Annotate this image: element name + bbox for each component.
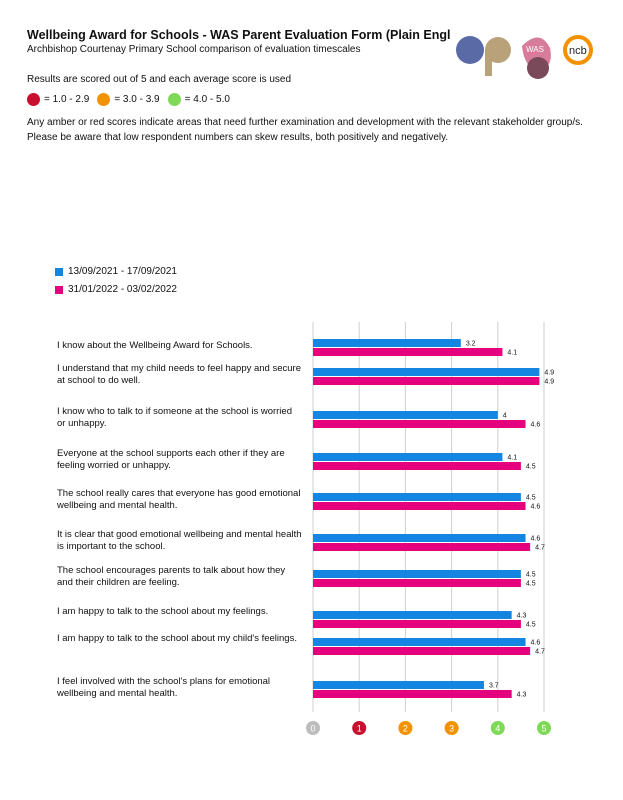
note-1: Any amber or red scores indicate areas t… <box>27 117 583 128</box>
bar <box>313 543 531 551</box>
data-label: 4.5 <box>526 495 536 502</box>
data-label: 4.7 <box>535 545 545 552</box>
tick-label: 3 <box>449 724 454 734</box>
bar <box>313 453 503 461</box>
bar <box>313 620 521 628</box>
data-label: 4.6 <box>531 504 541 511</box>
ncb-logo <box>563 35 593 65</box>
score-key: = 1.0 - 2.9 = 3.0 - 3.9 = 4.0 - 5.0 <box>27 93 230 106</box>
data-label: 4.9 <box>544 370 554 377</box>
key-amber-label: = 3.0 - 3.9 <box>114 94 160 105</box>
data-label: 4.1 <box>507 455 517 462</box>
tick-circle <box>444 721 459 735</box>
tick-label: 5 <box>541 724 546 734</box>
category-label: I am happy to talk to the school about m… <box>57 633 297 644</box>
bar <box>313 638 526 646</box>
category-label: Everyone at the school supports each oth… <box>57 448 285 471</box>
data-label: 4.5 <box>526 622 536 629</box>
partner-logos: WAS ncb <box>450 28 610 88</box>
category-label: I know who to talk to if someone at the … <box>57 406 292 429</box>
key-red-label: = 1.0 - 2.9 <box>44 94 90 105</box>
tick-circle <box>398 721 413 735</box>
data-label: 4.6 <box>531 536 541 543</box>
category-label: The school really cares that everyone ha… <box>57 488 301 511</box>
data-label: 4.6 <box>531 640 541 647</box>
tick-circle <box>306 721 320 735</box>
bar <box>313 647 531 655</box>
note-2: Please be aware that low respondent numb… <box>27 132 449 143</box>
bar <box>313 493 521 501</box>
legend-swatch-pink <box>55 285 63 294</box>
legend-swatch-blue <box>55 267 63 276</box>
svg-text:ncb: ncb <box>569 45 587 57</box>
bar <box>313 502 526 510</box>
ap-logo <box>456 36 484 64</box>
bar <box>313 420 526 428</box>
category-label: It is clear that good emotional wellbein… <box>57 529 302 552</box>
legend-item-2: 31/01/2022 - 03/02/2022 <box>55 284 177 295</box>
data-label: 4.5 <box>526 581 536 588</box>
category-label: I feel involved with the school's plans … <box>57 676 271 699</box>
tick-label: 1 <box>357 724 362 734</box>
legend-item-1: 13/09/2021 - 17/09/2021 <box>55 266 177 277</box>
bar <box>313 681 484 689</box>
bar <box>313 534 526 542</box>
category-label: I understand that my child needs to feel… <box>57 363 301 386</box>
scoring-note: Results are scored out of 5 and each ave… <box>27 74 292 85</box>
bar <box>313 377 540 385</box>
tick-circle <box>490 721 505 735</box>
data-label: 4.1 <box>507 350 517 357</box>
data-label: 4.5 <box>526 464 536 471</box>
bar <box>313 579 521 587</box>
data-label: 4.7 <box>535 649 545 656</box>
data-label: 3.7 <box>489 683 499 690</box>
category-label: The school encourages parents to talk ab… <box>57 565 286 588</box>
bar <box>313 611 512 619</box>
legend-label: 31/01/2022 - 03/02/2022 <box>68 284 177 295</box>
bar <box>313 339 461 347</box>
bar <box>313 368 540 376</box>
data-label: 3.2 <box>466 341 476 348</box>
tick-label: 0 <box>310 724 315 734</box>
data-label: 4.6 <box>531 422 541 429</box>
data-label: 4 <box>503 413 507 420</box>
data-label: 4.9 <box>544 379 554 386</box>
bar <box>313 348 503 356</box>
data-label: 4.5 <box>526 572 536 579</box>
tick-label: 4 <box>495 724 500 734</box>
red-dot-icon <box>27 93 40 106</box>
page-title: Wellbeing Award for Schools - WAS Parent… <box>27 28 521 42</box>
page-subtitle: Archbishop Courtenay Primary School comp… <box>27 44 361 55</box>
bar <box>313 462 521 470</box>
category-label: I am happy to talk to the school about m… <box>57 606 269 617</box>
bar <box>313 411 498 419</box>
green-dot-icon <box>167 93 181 106</box>
tick-label: 2 <box>403 724 408 734</box>
bar <box>313 690 512 698</box>
key-green-label: = 4.0 - 5.0 <box>184 94 230 105</box>
legend-label: 13/09/2021 - 17/09/2021 <box>68 266 177 277</box>
svg-text:WAS: WAS <box>526 45 544 54</box>
bar <box>313 570 521 578</box>
amber-dot-icon <box>97 93 111 106</box>
tick-circle <box>537 721 551 735</box>
data-label: 4.3 <box>517 692 527 699</box>
data-label: 4.3 <box>517 613 527 620</box>
category-label: I know about the Wellbeing Award for Sch… <box>57 340 253 351</box>
tick-circle <box>352 721 367 735</box>
